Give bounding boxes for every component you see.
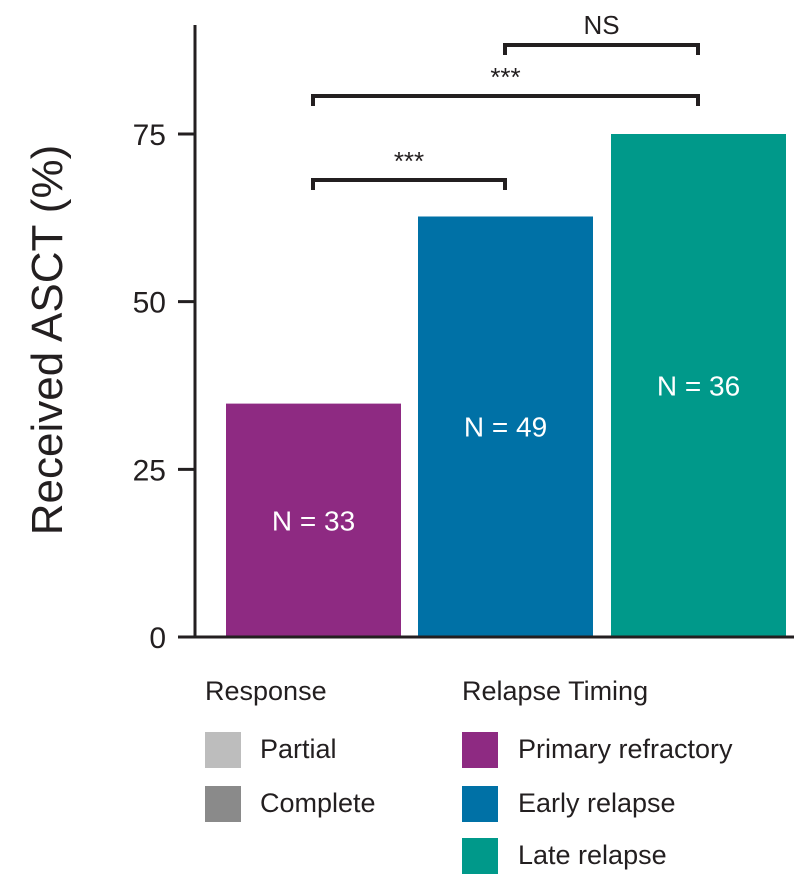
significance-bracket — [503, 43, 700, 55]
bars: N = 33 N = 49 N = 36 — [226, 134, 786, 637]
significance-brackets: *** *** NS — [311, 10, 700, 190]
bar-primary-refractory — [226, 403, 401, 637]
bar-early-relapse — [418, 216, 593, 637]
y-tick-label: 25 — [133, 454, 166, 487]
legend-label-partial: Partial — [260, 734, 337, 764]
bar-late-relapse — [611, 134, 786, 637]
significance-label: *** — [394, 146, 424, 176]
y-tick-label: 75 — [133, 119, 166, 152]
legend-label-complete: Complete — [260, 788, 376, 818]
legend-swatch-primary-refractory — [462, 732, 498, 768]
y-axis-ticks: 0 25 50 75 — [133, 119, 195, 655]
y-tick-label: 50 — [133, 287, 166, 320]
bar-count-label: N = 36 — [657, 371, 740, 402]
legend-response-title: Response — [205, 676, 327, 706]
legend-relapse-timing-title: Relapse Timing — [462, 676, 649, 706]
legend-label-primary-refractory: Primary refractory — [518, 734, 733, 764]
y-tick-label: 0 — [149, 622, 166, 655]
legend-label-late-relapse: Late relapse — [518, 840, 667, 870]
significance-label: *** — [490, 62, 520, 92]
bar-count-label: N = 33 — [272, 505, 355, 536]
significance-bracket — [311, 94, 700, 106]
significance-bracket — [311, 178, 507, 190]
significance-label: NS — [583, 10, 619, 40]
bar-count-label: N = 49 — [464, 412, 547, 443]
legend-swatch-early-relapse — [462, 786, 498, 822]
legend-swatch-partial — [205, 732, 241, 768]
legend-label-early-relapse: Early relapse — [518, 788, 676, 818]
legend-swatch-complete — [205, 786, 241, 822]
legend-response: Response Partial Complete — [205, 676, 425, 826]
legend-swatch-late-relapse — [462, 838, 498, 874]
legend-relapse-timing: Relapse Timing Primary refractory Early … — [462, 676, 792, 874]
y-axis-label: Received ASCT (%) — [23, 145, 72, 535]
